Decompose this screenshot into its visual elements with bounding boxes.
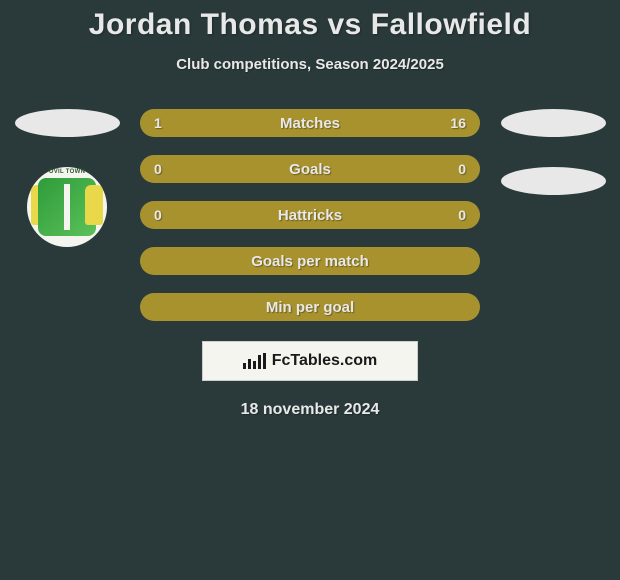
- content-row: OVIL TOWN 1 16 Matches 0 0 Goals 0 0 Hattricks Go…: [0, 109, 620, 321]
- club-ellipse-right: [501, 167, 606, 195]
- bar-label: Hattricks: [278, 207, 342, 224]
- bar-value-left: 0: [154, 161, 162, 177]
- bar-value-right: 0: [458, 207, 466, 223]
- player-ellipse-left: [15, 109, 120, 137]
- club-badge-left: OVIL TOWN: [27, 167, 107, 247]
- brand-text: FcTables.com: [272, 352, 378, 370]
- page-title: Jordan Thomas vs Fallowfield: [0, 8, 620, 42]
- bar-chart-icon: [243, 353, 266, 369]
- bar-value-left: 1: [154, 115, 162, 131]
- stat-bar: Min per goal: [140, 293, 480, 321]
- club-badge-text: OVIL TOWN: [27, 169, 107, 175]
- badge-lion-icon: [85, 185, 103, 225]
- bar-label: Min per goal: [266, 299, 354, 316]
- badge-stripe: [64, 184, 70, 230]
- date-text: 18 november 2024: [0, 401, 620, 419]
- bar-label: Goals: [289, 161, 331, 178]
- bar-value-right: 16: [450, 115, 466, 131]
- bar-label: Goals per match: [251, 253, 369, 270]
- brand-box: FcTables.com: [202, 341, 418, 381]
- bar-value-left: 0: [154, 207, 162, 223]
- stat-bar: Goals per match: [140, 247, 480, 275]
- left-side-column: OVIL TOWN: [12, 109, 122, 247]
- bar-label: Matches: [280, 115, 340, 132]
- player-ellipse-right: [501, 109, 606, 137]
- bar-value-right: 0: [458, 161, 466, 177]
- right-side-column: [498, 109, 608, 195]
- stat-bars: 1 16 Matches 0 0 Goals 0 0 Hattricks Goals per ma…: [140, 109, 480, 321]
- stat-bar: 0 0 Goals: [140, 155, 480, 183]
- stat-bar: 0 0 Hattricks: [140, 201, 480, 229]
- stat-bar: 1 16 Matches: [140, 109, 480, 137]
- page-subtitle: Club competitions, Season 2024/2025: [0, 56, 620, 73]
- comparison-infographic: Jordan Thomas vs Fallowfield Club compet…: [0, 0, 620, 419]
